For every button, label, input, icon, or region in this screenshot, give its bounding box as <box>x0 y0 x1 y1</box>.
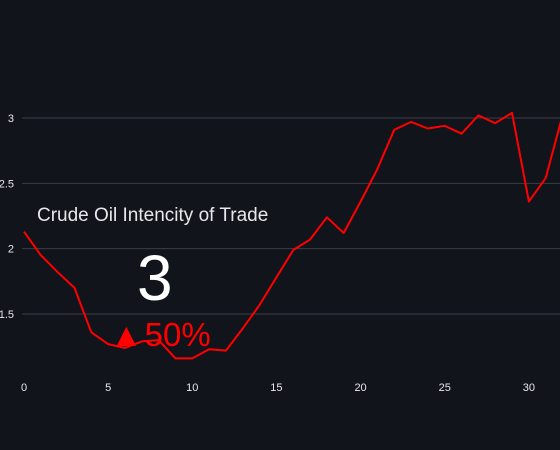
x-tick-label: 25 <box>439 382 451 394</box>
series-layer <box>23 111 560 360</box>
kpi-value: 3 <box>137 242 173 314</box>
y-tick-label: 1.5 <box>0 309 14 321</box>
y-tick-label: 2.5 <box>0 178 14 190</box>
x-tick-label: 30 <box>523 382 535 394</box>
series-line <box>23 111 560 360</box>
y-axis-ticks: 1.5 2 2.5 3 <box>0 113 14 321</box>
kpi-delta-text: 50% <box>144 316 211 353</box>
kpi-label: Crude Oil Intencity of Trade <box>37 205 269 226</box>
x-tick-label: 15 <box>270 382 282 394</box>
x-tick-label: 20 <box>354 382 366 394</box>
x-tick-label: 5 <box>105 382 111 394</box>
x-tick-label: 10 <box>186 382 198 394</box>
y-tick-label: 3 <box>8 113 14 125</box>
grid-lines <box>22 117 560 315</box>
x-axis-ticks: 0 5 10 15 20 25 30 <box>21 382 535 394</box>
y-tick-label: 2 <box>8 244 14 256</box>
kpi-delta: ▲ 50% <box>110 318 211 351</box>
delta-up-arrow-icon: ▲ <box>110 316 143 353</box>
x-tick-label: 0 <box>21 382 27 394</box>
